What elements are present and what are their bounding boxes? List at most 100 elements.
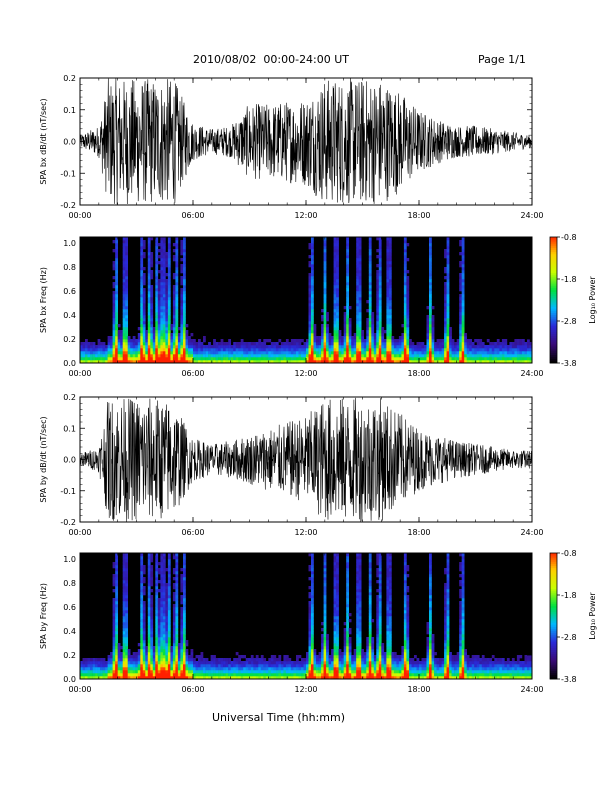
spectrogram-cell — [446, 282, 450, 286]
spectrogram-cell — [469, 345, 472, 349]
spectrogram-cell — [142, 637, 146, 641]
spectrogram-cell — [496, 339, 500, 343]
spectrogram-cell — [265, 351, 269, 355]
spectrogram-cell — [403, 276, 407, 280]
spectrogram-cell — [255, 676, 259, 680]
spectrogram-cell — [351, 655, 354, 659]
spectrogram-cell — [378, 345, 382, 349]
colorbar-band — [550, 272, 557, 276]
spectrogram-cell — [225, 342, 229, 346]
spectrogram-cell — [167, 336, 171, 340]
spectrogram-cell — [172, 318, 176, 322]
spectrogram-cell — [421, 354, 425, 358]
spectrogram-cell — [183, 625, 186, 629]
spectrogram-cell — [122, 619, 126, 623]
spectrogram-cell — [115, 291, 118, 295]
spectrogram-cell — [183, 243, 186, 247]
spectrogram-cell — [175, 622, 179, 626]
spectrogram-cell — [459, 315, 462, 319]
spectrogram-cell — [293, 673, 297, 677]
spectrogram-cell — [527, 348, 530, 352]
spectrogram-cell — [183, 601, 186, 605]
spectrogram-cell — [165, 589, 169, 593]
spectrogram-cell — [323, 300, 327, 304]
spectrogram-cell — [172, 315, 176, 319]
spectrogram-cell — [183, 288, 186, 292]
spectrogram-cell — [233, 658, 236, 662]
spectrogram-cell — [112, 351, 116, 355]
spectrogram-cell — [378, 306, 382, 310]
spectrogram-cell — [167, 592, 171, 596]
spectrogram-cell — [378, 339, 382, 343]
spectrogram-cell — [459, 300, 462, 304]
spectrogram-cell — [255, 354, 259, 358]
spectrogram-cell — [147, 324, 151, 328]
spectrogram-cell — [260, 658, 264, 662]
spectrogram-cell — [183, 634, 186, 638]
spectrogram-cell — [378, 282, 382, 286]
spectrogram-cell — [140, 297, 144, 301]
spectrogram-cell — [167, 312, 171, 316]
spectrogram-cell — [358, 673, 362, 677]
spectrogram-cell — [157, 637, 161, 641]
spectrogram-cell — [336, 273, 339, 277]
spectrogram-cell — [233, 348, 236, 352]
spectrogram-cell — [135, 342, 138, 346]
spectrogram-cell — [376, 664, 380, 668]
spectrogram-cell — [333, 333, 337, 337]
spectrogram-cell — [200, 664, 204, 668]
spectrogram-cell — [167, 640, 171, 644]
spectrogram-cell — [446, 345, 450, 349]
spectrogram-cell — [228, 339, 231, 343]
spectrogram-cell — [147, 246, 151, 250]
spectrogram-cell — [203, 676, 206, 680]
spectrogram-cell — [446, 354, 450, 358]
spectrogram-cell — [414, 360, 417, 364]
spectrogram-cell — [366, 339, 370, 343]
spectrogram-cell — [331, 348, 334, 352]
spectrogram-cell — [306, 339, 309, 343]
spectrogram-cell — [147, 670, 151, 674]
spectrogram-cell — [167, 243, 171, 247]
spectrogram-cell — [368, 276, 372, 280]
spectrogram-cell — [117, 330, 121, 334]
spectrogram-cell — [260, 345, 264, 349]
spectrogram-cell — [248, 342, 251, 346]
spectrogram-cell — [479, 348, 483, 352]
spectrogram-cell — [258, 348, 262, 352]
spectrogram-cell — [516, 354, 520, 358]
spectrogram-cell — [303, 351, 307, 355]
spectrogram-cell — [311, 658, 314, 662]
spectrogram-cell — [165, 664, 169, 668]
spectrogram-cell — [160, 619, 164, 623]
spectrogram-cell — [336, 553, 339, 557]
spectrogram-cell — [439, 357, 442, 361]
colorbar-band — [550, 253, 557, 257]
spectrogram-cell — [486, 354, 490, 358]
spectrogram-cell — [343, 339, 347, 343]
spectrogram-cell — [167, 333, 171, 337]
spectrogram-cell — [253, 670, 257, 674]
spectrogram-cell — [152, 333, 156, 337]
spectrogram-cell — [175, 625, 179, 629]
spectrogram-cell — [331, 357, 334, 361]
spectrogram-cell — [142, 357, 146, 361]
spectrogram-cell — [175, 589, 179, 593]
spectrogram-cell — [175, 595, 179, 599]
spectrogram-cell — [403, 264, 407, 268]
spectrogram-cell — [137, 676, 141, 680]
spectrogram-cell — [358, 285, 362, 289]
spectrogram-cell — [183, 282, 186, 286]
spectrogram-cell — [175, 571, 179, 575]
spectrogram-cell — [283, 351, 287, 355]
spectrogram-cell — [183, 354, 186, 358]
spectrogram-cell — [311, 288, 314, 292]
spectrogram-cell — [489, 348, 493, 352]
spectrogram-cell — [346, 291, 349, 295]
colorbar-frame — [549, 236, 558, 364]
spectrogram-cell — [183, 315, 186, 319]
spectrogram-cell — [285, 673, 289, 677]
spectrogram-cell — [265, 360, 269, 364]
spectrogram-cell — [283, 664, 287, 668]
spectrogram-cell — [122, 661, 126, 665]
